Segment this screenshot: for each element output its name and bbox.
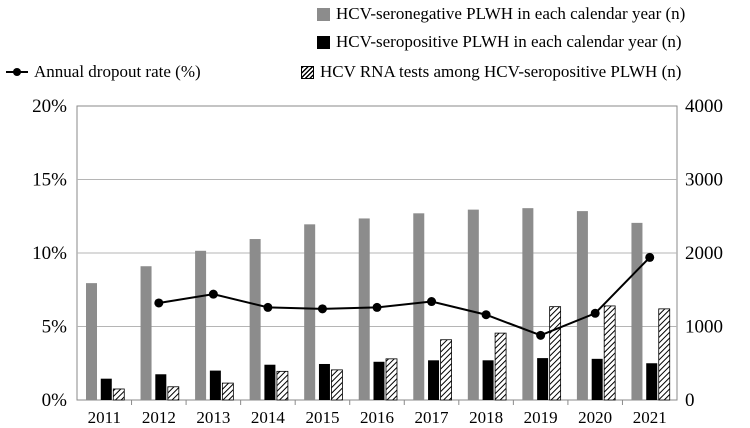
rna-tests-swatch xyxy=(301,65,314,79)
bar-seronegative-2018 xyxy=(467,209,479,400)
dropout-point-2015 xyxy=(317,304,327,314)
x-tick-label-2017: 2017 xyxy=(415,408,450,427)
legend-label-dropout: Annual dropout rate (%) xyxy=(34,62,201,81)
dropout-point-2017 xyxy=(427,297,437,307)
bar-seropositive-2013 xyxy=(209,370,221,400)
bar-rna-tests-2011 xyxy=(112,388,125,401)
bar-rna-tests-2021 xyxy=(658,308,671,401)
x-tick-label-2021: 2021 xyxy=(633,408,667,427)
bar-rna-tests-2019 xyxy=(549,306,562,401)
bar-seronegative-2012 xyxy=(140,266,152,400)
x-tick-label-2011: 2011 xyxy=(88,408,121,427)
y-left-tick-label: 10% xyxy=(32,243,67,264)
x-tick-label-2020: 2020 xyxy=(578,408,612,427)
bar-seronegative-2015 xyxy=(304,224,316,400)
bar-seropositive-2018 xyxy=(482,360,494,400)
legend-label-rna-tests: HCV RNA tests among HCV-seropositive PLW… xyxy=(320,62,682,81)
dropout-point-2018 xyxy=(481,310,491,320)
dropout-point-2014 xyxy=(263,302,273,312)
y-left-tick-label: 0% xyxy=(42,390,68,411)
bar-rna-tests-2014 xyxy=(276,370,289,401)
x-tick-label-2014: 2014 xyxy=(251,408,286,427)
bar-rna-tests-2020 xyxy=(603,305,616,401)
x-tick-label-2012: 2012 xyxy=(142,408,176,427)
dropout-point-2013 xyxy=(208,289,218,299)
bar-seropositive-2014 xyxy=(264,364,276,400)
x-tick-label-2019: 2019 xyxy=(524,408,558,427)
bar-seronegative-2019 xyxy=(522,208,534,400)
seropositive-swatch xyxy=(317,35,330,49)
dropout-point-2020 xyxy=(590,308,600,318)
bar-seronegative-2017 xyxy=(413,213,425,400)
y-right-tick-label: 4000 xyxy=(685,96,723,117)
bar-seropositive-2020 xyxy=(591,358,603,400)
bar-seropositive-2021 xyxy=(646,363,658,400)
legend-label-seropositive: HCV-seropositive PLWH in each calendar y… xyxy=(336,32,682,51)
dropout-point-2019 xyxy=(536,330,546,340)
x-tick-label-2018: 2018 xyxy=(469,408,503,427)
y-left-tick-label: 15% xyxy=(32,170,67,191)
bar-seronegative-2011 xyxy=(86,283,97,400)
bar-seropositive-2011 xyxy=(100,378,112,400)
bar-seropositive-2012 xyxy=(155,374,167,400)
bar-rna-tests-2018 xyxy=(494,332,507,401)
x-tick-label-2016: 2016 xyxy=(360,408,394,427)
dropout-point-2021 xyxy=(645,252,655,262)
bar-seronegative-2021 xyxy=(631,222,643,400)
bar-seropositive-2017 xyxy=(428,360,440,400)
y-right-tick-label: 3000 xyxy=(685,170,723,191)
bar-seropositive-2016 xyxy=(373,361,385,400)
legend-item-rna-tests: HCV RNA tests among HCV-seropositive PLW… xyxy=(301,62,681,82)
dropout-rate-line xyxy=(158,256,651,337)
bar-rna-tests-2016 xyxy=(385,358,398,401)
bar-seronegative-2014 xyxy=(249,239,261,400)
bar-seronegative-2013 xyxy=(195,250,207,400)
y-right-tick-label: 2000 xyxy=(685,243,723,264)
bar-rna-tests-2017 xyxy=(440,339,452,401)
bar-seropositive-2015 xyxy=(318,363,330,400)
dropout-line-swatch xyxy=(6,65,28,79)
y-right-tick-label: 1000 xyxy=(685,317,723,338)
x-tick-label-2013: 2013 xyxy=(196,408,230,427)
bar-seronegative-2016 xyxy=(358,218,370,400)
x-tick-label-2015: 2015 xyxy=(305,408,339,427)
legend-item-dropout: Annual dropout rate (%) xyxy=(6,62,201,82)
y-left-tick-label: 20% xyxy=(32,96,67,117)
dropout-point-2012 xyxy=(154,298,164,308)
seronegative-swatch xyxy=(317,7,330,21)
legend-label-seronegative: HCV-seronegative PLWH in each calendar y… xyxy=(336,4,686,23)
bar-rna-tests-2012 xyxy=(167,386,180,401)
bar-seropositive-2019 xyxy=(537,358,549,400)
y-right-tick-label: 0 xyxy=(685,390,695,411)
legend-item-seronegative: HCV-seronegative PLWH in each calendar y… xyxy=(317,4,685,24)
bar-rna-tests-2013 xyxy=(221,382,234,401)
dropout-point-2016 xyxy=(372,302,382,312)
bar-seronegative-2020 xyxy=(576,211,588,400)
y-left-tick-label: 5% xyxy=(42,317,68,338)
legend-item-seropositive: HCV-seropositive PLWH in each calendar y… xyxy=(317,32,682,52)
bar-rna-tests-2015 xyxy=(331,369,343,401)
